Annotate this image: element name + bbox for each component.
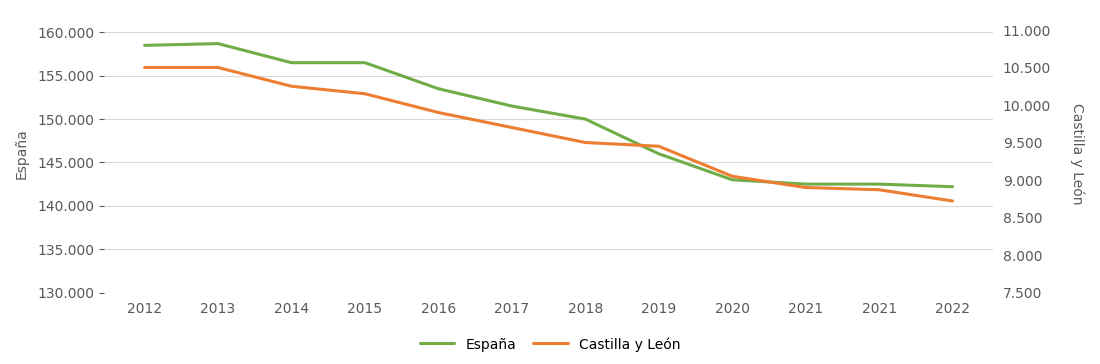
España [432, 87, 446, 91]
Castilla y León [211, 65, 224, 70]
Castilla y León [726, 174, 739, 178]
Castilla y León [946, 199, 959, 203]
Y-axis label: España: España [15, 128, 29, 179]
España [872, 182, 886, 186]
Y-axis label: Castilla y León: Castilla y León [1070, 103, 1085, 205]
Castilla y León [285, 84, 298, 88]
España [359, 60, 372, 65]
Castilla y León [359, 92, 372, 96]
España [946, 185, 959, 189]
España [652, 151, 666, 156]
España [579, 117, 592, 121]
Castilla y León [872, 187, 886, 192]
España [505, 104, 518, 108]
Castilla y León [652, 144, 666, 149]
Legend: España, Castilla y León: España, Castilla y León [415, 332, 685, 357]
Castilla y León [505, 125, 518, 130]
España [799, 182, 812, 186]
España [138, 43, 151, 48]
Line: Castilla y León: Castilla y León [144, 67, 953, 201]
Castilla y León [138, 65, 151, 70]
Castilla y León [432, 110, 446, 115]
España [211, 41, 224, 46]
Castilla y León [799, 185, 812, 190]
Castilla y León [579, 141, 592, 145]
Line: España: España [144, 44, 953, 187]
España [726, 178, 739, 182]
España [285, 60, 298, 65]
